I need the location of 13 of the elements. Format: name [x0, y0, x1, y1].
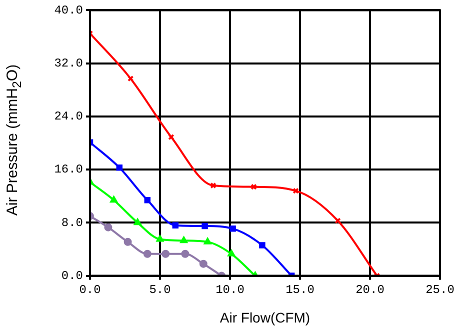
- y-tick-label: 8.0: [61, 216, 83, 230]
- y-tick-label: 24.0: [54, 110, 83, 124]
- x-tick-label: 15.0: [286, 283, 314, 298]
- x-tick-label: 10.0: [216, 283, 244, 298]
- y-tick-label: 32.0: [54, 56, 83, 70]
- x-tick-label: 0.0: [79, 283, 101, 298]
- y-tick-label: 0.0: [61, 268, 83, 283]
- x-tick-label: 20.0: [356, 283, 384, 298]
- y-tick-label: 40.0: [54, 3, 83, 18]
- x-axis-title: Air Flow(CFM): [220, 309, 310, 326]
- y-tick-label: 16.0: [54, 162, 83, 177]
- x-tick-label: 5.0: [149, 283, 171, 298]
- x-tick-label: 25.0: [426, 283, 454, 298]
